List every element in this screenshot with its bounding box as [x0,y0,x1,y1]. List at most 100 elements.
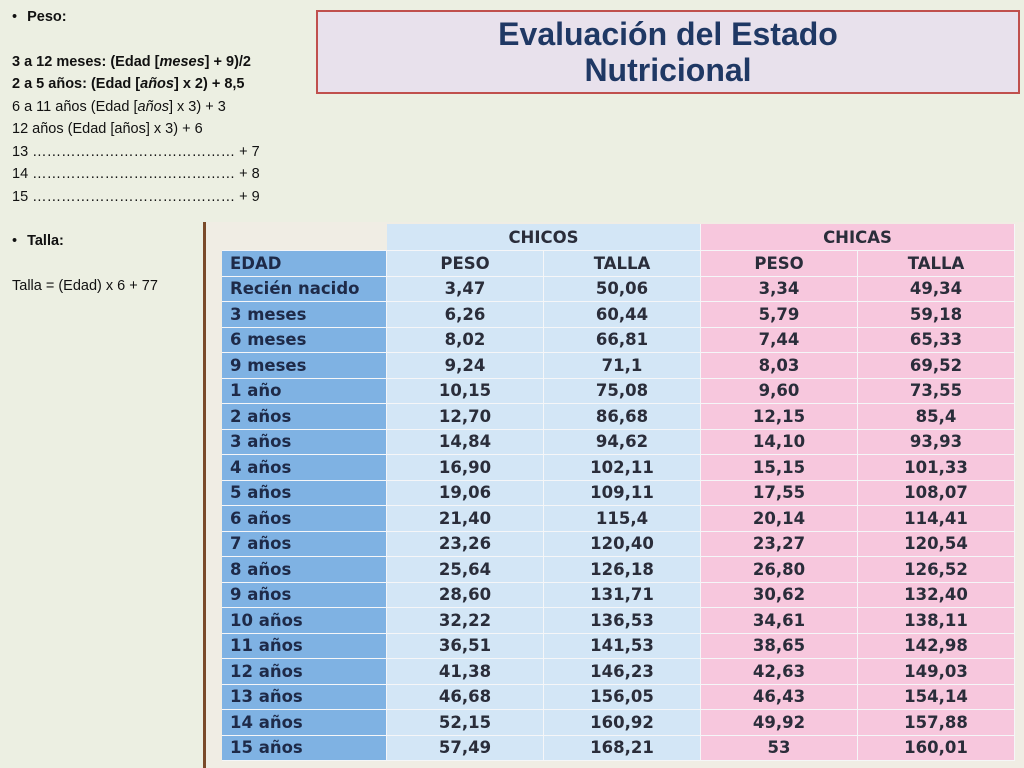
table-row: 3 meses 6,26 60,44 5,79 59,18 [222,302,1015,328]
row-boys-weight: 28,60 [387,582,544,608]
peso-formula-6: 14 …………………………………… + 8 [12,166,260,182]
row-boys-height: 146,23 [544,659,701,685]
row-age: 11 años [222,633,387,659]
row-girls-height: 126,52 [858,557,1015,583]
row-girls-weight: 30,62 [701,582,858,608]
row-boys-weight: 6,26 [387,302,544,328]
row-girls-weight: 42,63 [701,659,858,685]
row-girls-weight: 15,15 [701,455,858,481]
row-boys-height: 136,53 [544,608,701,634]
row-boys-weight: 16,90 [387,455,544,481]
row-age: 3 meses [222,302,387,328]
talla-label: Talla: [27,233,64,249]
peso-bullet: • Peso: [12,6,312,29]
row-girls-weight: 38,65 [701,633,858,659]
row-boys-height: 86,68 [544,404,701,430]
row-boys-weight: 10,15 [387,378,544,404]
bullet-dot-icon: • [12,9,18,25]
row-girls-height: 93,93 [858,429,1015,455]
row-girls-height: 65,33 [858,327,1015,353]
row-girls-height: 69,52 [858,353,1015,379]
row-girls-height: 73,55 [858,378,1015,404]
row-girls-weight: 12,15 [701,404,858,430]
row-age: 3 años [222,429,387,455]
row-boys-height: 109,11 [544,480,701,506]
row-girls-height: 101,33 [858,455,1015,481]
row-boys-height: 120,40 [544,531,701,557]
col-boys-weight: PESO [387,251,544,277]
formula-notes: • Peso: 3 a 12 meses: (Edad [meses] + 9)… [12,6,312,297]
col-age: EDAD [222,251,387,277]
row-age: 14 años [222,710,387,736]
table-row: 6 meses 8,02 66,81 7,44 65,33 [222,327,1015,353]
row-boys-weight: 41,38 [387,659,544,685]
row-girls-weight: 7,44 [701,327,858,353]
row-girls-weight: 34,61 [701,608,858,634]
row-age: 10 años [222,608,387,634]
row-age: 9 meses [222,353,387,379]
table-row: 2 años 12,70 86,68 12,15 85,4 [222,404,1015,430]
row-boys-height: 75,08 [544,378,701,404]
row-girls-weight: 14,10 [701,429,858,455]
peso-formula-2: 2 a 5 años: (Edad [años] x 2) + 8,5 [12,76,245,92]
col-boys-height: TALLA [544,251,701,277]
row-girls-weight: 49,92 [701,710,858,736]
table-row: 5 años 19,06 109,11 17,55 108,07 [222,480,1015,506]
row-boys-weight: 46,68 [387,684,544,710]
col-girls-weight: PESO [701,251,858,277]
table-row: 7 años 23,26 120,40 23,27 120,54 [222,531,1015,557]
row-boys-weight: 9,24 [387,353,544,379]
table-group-header: CHICOS CHICAS [222,224,1015,251]
row-girls-weight: 26,80 [701,557,858,583]
row-girls-weight: 46,43 [701,684,858,710]
row-girls-height: 154,14 [858,684,1015,710]
row-boys-height: 126,18 [544,557,701,583]
row-boys-weight: 14,84 [387,429,544,455]
row-boys-height: 71,1 [544,353,701,379]
table-row: 10 años 32,22 136,53 34,61 138,11 [222,608,1015,634]
row-age: 12 años [222,659,387,685]
row-boys-weight: 25,64 [387,557,544,583]
row-boys-height: 156,05 [544,684,701,710]
row-girls-height: 142,98 [858,633,1015,659]
row-boys-height: 60,44 [544,302,701,328]
row-age: 9 años [222,582,387,608]
row-girls-height: 160,01 [858,735,1015,761]
bullet-dot-icon: • [12,233,18,249]
peso-label: Peso: [27,9,67,25]
row-girls-weight: 23,27 [701,531,858,557]
slide-title: Evaluación del Estado Nutricional [316,10,1020,94]
table-row: Recién nacido 3,47 50,06 3,34 49,34 [222,276,1015,302]
group-girls: CHICAS [701,224,1015,251]
growth-table-image: CHICOS CHICAS EDAD PESO TALLA PESO TALLA… [203,222,1024,768]
row-boys-height: 115,4 [544,506,701,532]
row-girls-height: 59,18 [858,302,1015,328]
row-girls-weight: 53 [701,735,858,761]
row-age: 13 años [222,684,387,710]
row-boys-height: 141,53 [544,633,701,659]
row-girls-height: 85,4 [858,404,1015,430]
table-row: 1 año 10,15 75,08 9,60 73,55 [222,378,1015,404]
row-age: Recién nacido [222,276,387,302]
table-row: 11 años 36,51 141,53 38,65 142,98 [222,633,1015,659]
row-girls-weight: 17,55 [701,480,858,506]
row-boys-weight: 19,06 [387,480,544,506]
row-girls-height: 132,40 [858,582,1015,608]
table-row: 6 años 21,40 115,4 20,14 114,41 [222,506,1015,532]
table-row: 4 años 16,90 102,11 15,15 101,33 [222,455,1015,481]
row-girls-height: 108,07 [858,480,1015,506]
row-boys-height: 160,92 [544,710,701,736]
row-girls-height: 120,54 [858,531,1015,557]
peso-formula-5: 13 …………………………………… + 7 [12,143,260,160]
peso-formula-3: 6 a 11 años (Edad [años] x 3) + 3 [12,98,226,115]
row-age: 7 años [222,531,387,557]
row-age: 6 meses [222,327,387,353]
row-boys-weight: 3,47 [387,276,544,302]
table-row: 13 años 46,68 156,05 46,43 154,14 [222,684,1015,710]
row-boys-height: 66,81 [544,327,701,353]
table-row: 14 años 52,15 160,92 49,92 157,88 [222,710,1015,736]
table-row: 15 años 57,49 168,21 53 160,01 [222,735,1015,761]
table-column-header: EDAD PESO TALLA PESO TALLA [222,251,1015,277]
row-girls-height: 114,41 [858,506,1015,532]
peso-formula-7: 15 …………………………………… + 9 [12,188,260,205]
